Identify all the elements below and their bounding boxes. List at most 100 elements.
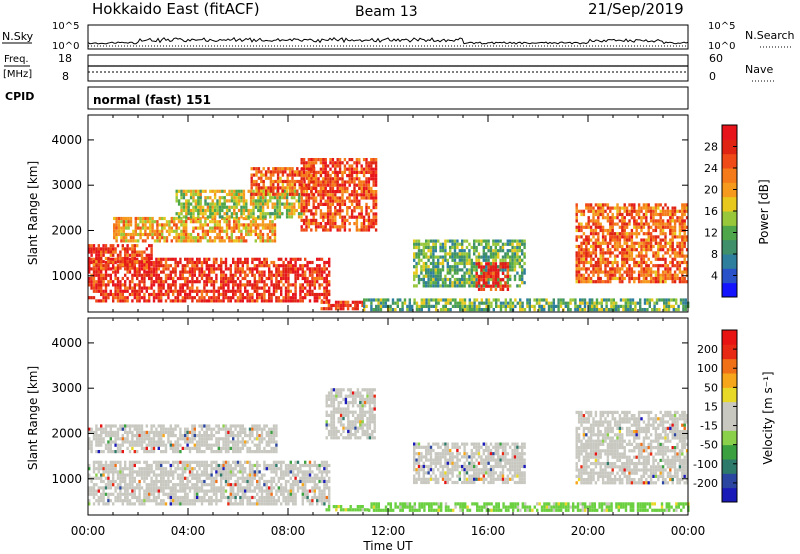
heatmap-cell (268, 286, 271, 290)
heatmap-cell (102, 253, 105, 257)
heatmap-cell (616, 206, 619, 210)
heatmap-cell (114, 463, 117, 468)
heatmap-cell (143, 276, 146, 281)
heatmap-cell (372, 167, 375, 171)
heatmap-cell (616, 212, 619, 217)
heatmap-cell (237, 192, 241, 197)
heatmap-cell (325, 280, 328, 284)
heatmap-cell (97, 476, 100, 480)
heatmap-cell (102, 280, 105, 284)
heatmap-cell (305, 161, 308, 165)
heatmap-cell (623, 209, 626, 213)
heatmap-cell (124, 260, 127, 264)
heatmap-cell (441, 281, 445, 285)
heatmap-cell (353, 180, 356, 184)
heatmap-cell (112, 473, 115, 477)
heatmap-cell (189, 212, 193, 216)
heatmap-cell (133, 264, 136, 268)
heatmap-cell (618, 267, 622, 271)
heatmap-cell (677, 304, 680, 308)
heatmap-cell (274, 170, 277, 174)
heatmap-cell (580, 209, 583, 213)
heatmap-cell (246, 283, 249, 287)
heatmap-cell (362, 215, 366, 219)
heatmap-cell (104, 276, 108, 281)
heatmap-cell (313, 299, 316, 303)
heatmap-cell (499, 239, 502, 243)
heatmap-cell (260, 264, 264, 268)
heatmap-cell (641, 308, 644, 312)
heatmap-cell (325, 273, 328, 277)
heatmap-cell (625, 267, 629, 271)
heatmap-cell (143, 292, 146, 297)
heatmap-cell (257, 167, 261, 171)
heatmap-cell (125, 232, 128, 237)
heatmap-cell (637, 260, 641, 265)
heatmap-cell (254, 199, 258, 203)
heatmap-cell (351, 307, 355, 311)
heatmap-cell (504, 308, 507, 312)
heatmap-cell (305, 170, 308, 174)
heatmap-cell (645, 276, 648, 281)
heatmap-cell (269, 176, 273, 180)
heatmap-cell (102, 260, 105, 264)
heatmap-cell (129, 239, 133, 243)
heatmap-cell (155, 280, 158, 284)
heatmap-cell (97, 489, 100, 493)
heatmap-cell (636, 301, 639, 305)
heatmap-cell (322, 161, 325, 165)
heatmap-cell (432, 239, 435, 243)
heatmap-cell (199, 208, 202, 213)
heatmap-cell (597, 206, 600, 210)
heatmap-cell (468, 258, 471, 262)
heatmap-cell (678, 251, 682, 255)
heatmap-cell (212, 299, 216, 303)
heatmap-cell (175, 196, 178, 200)
heatmap-cell (473, 239, 476, 243)
heatmap-cell (112, 292, 115, 297)
heatmap-cell (140, 264, 144, 268)
heatmap-cell (350, 164, 354, 168)
heatmap-cell (121, 492, 124, 496)
heatmap-cell (326, 190, 330, 194)
heatmap-cell (592, 235, 595, 239)
heatmap-cell (213, 196, 217, 200)
heatmap-cell (597, 264, 600, 268)
heatmap-cell (297, 212, 301, 216)
heatmap-cell (370, 161, 373, 165)
colorbar-swatch (722, 139, 737, 155)
heatmap-cell (468, 252, 471, 256)
heatmap-cell (198, 280, 201, 284)
heatmap-cell (126, 483, 129, 487)
heatmap-cell (240, 236, 243, 240)
heatmap-cell (189, 208, 193, 213)
heatmap-cell (185, 223, 188, 227)
heatmap-cell (489, 252, 493, 256)
heatmap-cell (300, 161, 303, 165)
heatmap-cell (506, 268, 510, 272)
heatmap-cell (261, 196, 265, 200)
heatmap-cell (477, 242, 481, 246)
heatmap-cell (215, 289, 218, 293)
heatmap-cell (200, 292, 204, 297)
heatmap-cell (252, 192, 256, 196)
heatmap-cell (610, 304, 613, 308)
heatmap-cell (625, 257, 629, 261)
heatmap-cell (198, 299, 201, 303)
heatmap-cell (116, 264, 120, 268)
heatmap-cell (623, 270, 626, 274)
heatmap-cell (444, 298, 447, 302)
heatmap-cell (323, 270, 326, 274)
heatmap-cell (175, 239, 178, 243)
heatmap-cell (312, 193, 315, 197)
heatmap-cell (236, 276, 240, 281)
heatmap-cell (673, 222, 677, 226)
heatmap-cell (564, 304, 567, 308)
heatmap-cell (151, 220, 154, 224)
heatmap-cell (458, 277, 461, 282)
heatmap-cell (592, 241, 595, 245)
heatmap-cell (329, 218, 332, 222)
heatmap-cell (189, 196, 193, 200)
heatmap-cell (90, 492, 93, 496)
heatmap-cell (346, 212, 349, 216)
